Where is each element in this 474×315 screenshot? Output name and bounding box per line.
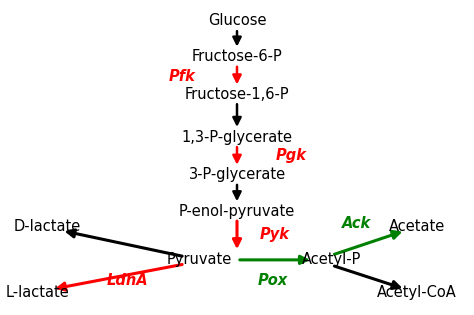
Text: Fructose-1,6-P: Fructose-1,6-P bbox=[185, 87, 289, 102]
Text: Acetyl-CoA: Acetyl-CoA bbox=[377, 285, 457, 300]
Text: LdhA: LdhA bbox=[107, 273, 149, 289]
Text: Acetyl-P: Acetyl-P bbox=[302, 252, 362, 267]
Text: L-lactate: L-lactate bbox=[6, 285, 70, 300]
Text: Pfk: Pfk bbox=[169, 69, 196, 84]
Text: Pox: Pox bbox=[257, 273, 288, 289]
Text: Pgk: Pgk bbox=[276, 148, 307, 163]
Text: 3-P-glycerate: 3-P-glycerate bbox=[189, 167, 285, 182]
Text: D-lactate: D-lactate bbox=[14, 219, 81, 234]
Text: Ack: Ack bbox=[342, 216, 371, 231]
Text: Glucose: Glucose bbox=[208, 13, 266, 28]
Text: Fructose-6-P: Fructose-6-P bbox=[191, 49, 283, 64]
Text: P-enol-pyruvate: P-enol-pyruvate bbox=[179, 203, 295, 219]
Text: Pyruvate: Pyruvate bbox=[166, 252, 232, 267]
Text: Acetate: Acetate bbox=[389, 219, 445, 234]
Text: Pyk: Pyk bbox=[260, 227, 290, 242]
Text: 1,3-P-glycerate: 1,3-P-glycerate bbox=[182, 129, 292, 145]
